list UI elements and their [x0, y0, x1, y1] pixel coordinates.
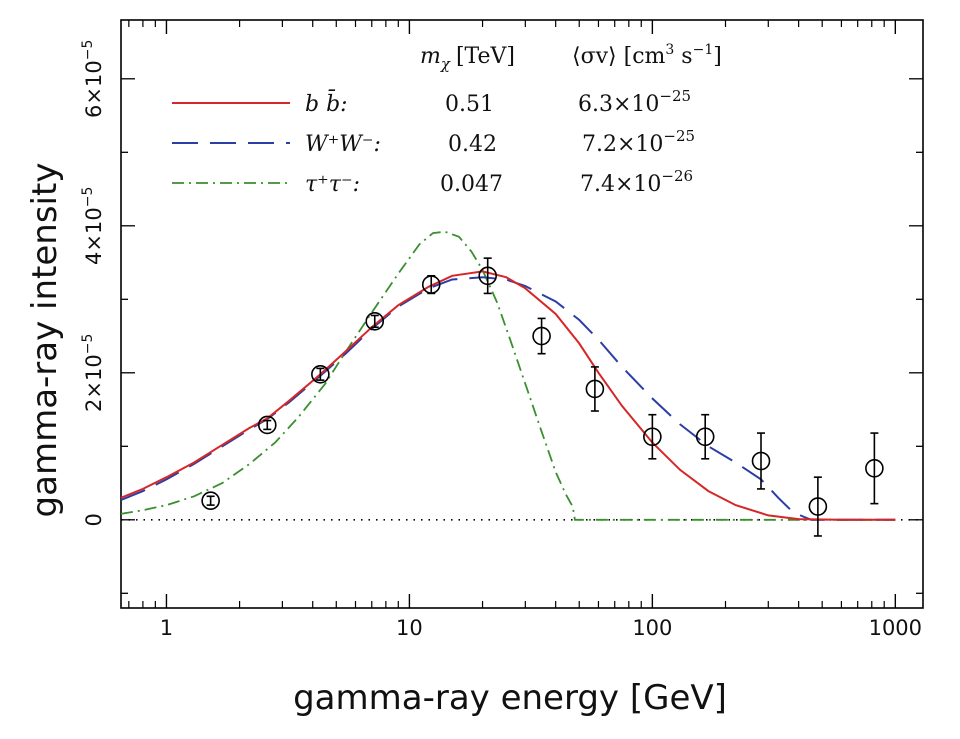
data-point — [808, 497, 828, 516]
legend-mass-tautau: 0.047 — [440, 172, 503, 197]
series-line-2 — [120, 230, 896, 521]
x-axis-title: gamma-ray energy [GeV] — [293, 678, 727, 718]
data-point — [201, 491, 220, 510]
legend-cs-ww: 7.2×10−25 — [582, 127, 695, 157]
data-point — [695, 427, 715, 447]
legend-label-tautau: τ⁺τ⁻: — [305, 172, 360, 197]
data-point — [257, 415, 277, 435]
y-tick-label: 2×10−5 — [80, 334, 106, 412]
ticks-layer: 1 10 100 1000 0 2×10−5 4×10−5 6×10−5 — [80, 20, 923, 640]
data-point — [421, 275, 441, 294]
y-axis-title: gamma-ray intensity — [25, 163, 65, 518]
data-point — [865, 459, 884, 478]
plot-frame — [120, 19, 924, 609]
legend-label-ww: W⁺W⁻: — [305, 132, 381, 157]
data-point — [751, 451, 771, 471]
data-point — [532, 326, 551, 346]
x-tick-label: 1 — [160, 616, 173, 640]
data-point — [585, 379, 605, 399]
legend-header-mass: mχ [TeV] — [420, 44, 515, 73]
y-tick-label: 4×10−5 — [80, 187, 106, 265]
legend: mχ [TeV] ⟨σv⟩ [cm3 s−1] b b̄: 0.51 6.3×10… — [172, 42, 722, 197]
x-tick-label: 1000 — [869, 616, 922, 640]
legend-cs-tautau: 7.4×10−26 — [580, 167, 693, 197]
y-tick-label: 0 — [82, 513, 106, 526]
data-point — [311, 364, 330, 384]
data-point — [643, 427, 662, 447]
legend-header-cross-section: ⟨σv⟩ [cm3 s−1] — [572, 42, 722, 69]
series-line-1 — [120, 276, 896, 521]
legend-label-bb: b b̄: — [305, 89, 348, 117]
data-point — [478, 266, 497, 286]
series-line-0 — [120, 270, 896, 521]
legend-mass-ww: 0.42 — [448, 132, 497, 157]
data-point — [365, 312, 385, 331]
data-points — [201, 257, 884, 537]
legend-cs-bb: 6.3×10−25 — [578, 87, 691, 117]
y-tick-label: 6×10−5 — [80, 40, 106, 118]
legend-mass-bb: 0.51 — [445, 92, 494, 117]
x-tick-label: 100 — [632, 616, 672, 640]
x-tick-label: 10 — [396, 616, 423, 640]
curves-layer — [120, 230, 896, 521]
